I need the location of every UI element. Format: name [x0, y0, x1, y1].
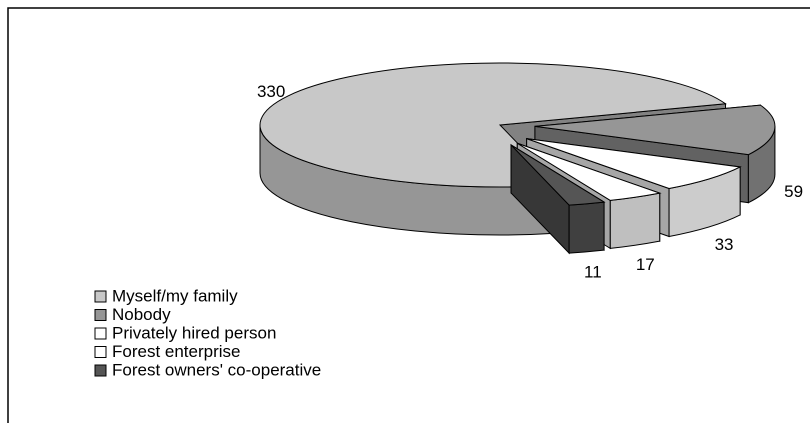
- slice: [534, 104, 776, 156]
- slice-side: [609, 192, 661, 249]
- slice: [510, 144, 606, 206]
- legend-label: Privately hired person: [112, 323, 276, 342]
- legend-swatch: [94, 364, 107, 377]
- legend-label: Forest owners' co-operative: [112, 360, 321, 379]
- slice: [526, 138, 742, 190]
- legend-swatch: [94, 309, 107, 321]
- value-label: 330: [257, 82, 285, 101]
- value-label: 17: [636, 255, 655, 274]
- slice-side: [568, 201, 605, 254]
- slice: [517, 142, 662, 201]
- legend-label: Forest enterprise: [112, 342, 241, 361]
- value-label: 59: [784, 182, 803, 201]
- legend-swatch: [94, 346, 107, 358]
- legend-swatch: [94, 290, 107, 303]
- legend-label: Nobody: [112, 305, 171, 324]
- value-label: 11: [584, 262, 602, 281]
- slice: [259, 62, 727, 188]
- legend-swatch: [94, 327, 107, 340]
- value-label: 33: [715, 235, 734, 254]
- legend-label: Myself/my family: [112, 286, 238, 305]
